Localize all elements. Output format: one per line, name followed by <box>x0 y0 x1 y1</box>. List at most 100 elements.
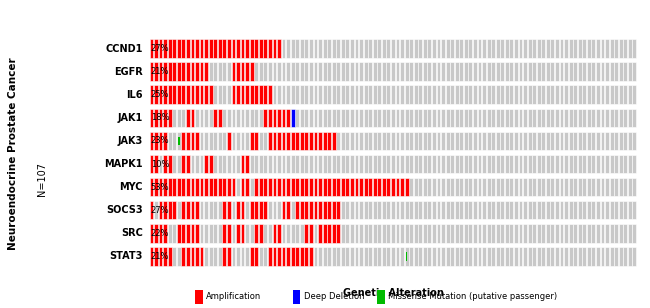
Bar <box>259 178 263 197</box>
Bar <box>336 178 340 197</box>
Bar <box>250 201 254 219</box>
Bar <box>222 247 226 265</box>
Bar <box>254 224 258 243</box>
Bar <box>154 85 158 104</box>
Bar <box>450 132 454 150</box>
Bar <box>318 224 322 243</box>
Bar <box>318 39 322 58</box>
Bar <box>322 85 326 104</box>
Bar <box>318 85 322 104</box>
Bar <box>341 132 344 150</box>
Bar <box>327 178 331 197</box>
Text: 21%: 21% <box>151 252 169 261</box>
Bar <box>510 85 514 104</box>
Bar <box>623 155 627 173</box>
Bar <box>209 39 213 58</box>
Bar <box>327 62 331 81</box>
Bar <box>200 247 203 265</box>
Bar <box>564 178 568 197</box>
Bar <box>482 85 486 104</box>
Bar <box>204 132 208 150</box>
Bar <box>322 132 326 150</box>
Bar <box>213 108 217 127</box>
Bar <box>177 62 181 81</box>
Bar <box>218 155 222 173</box>
Bar <box>555 108 559 127</box>
Bar <box>313 155 317 173</box>
Bar <box>582 108 586 127</box>
Bar <box>268 247 272 265</box>
Bar <box>541 62 545 81</box>
Bar <box>186 224 190 243</box>
Bar <box>437 62 441 81</box>
Bar <box>555 201 559 219</box>
Bar <box>592 155 595 173</box>
Bar <box>177 178 181 197</box>
Bar <box>532 108 536 127</box>
Bar <box>541 247 545 265</box>
Bar <box>332 85 335 104</box>
Bar <box>213 108 217 127</box>
Bar <box>400 155 404 173</box>
Bar <box>181 178 185 197</box>
Bar <box>245 201 249 219</box>
Bar <box>259 132 263 150</box>
Bar <box>610 62 614 81</box>
Bar <box>341 39 344 58</box>
Bar <box>406 252 408 261</box>
Bar <box>523 155 527 173</box>
Bar <box>177 108 181 127</box>
Bar <box>204 39 208 58</box>
Bar <box>532 39 536 58</box>
Bar <box>432 132 436 150</box>
Bar <box>318 178 322 197</box>
Bar <box>473 224 477 243</box>
Bar <box>163 85 167 104</box>
Bar <box>496 247 500 265</box>
Bar <box>396 132 399 150</box>
Bar <box>414 201 417 219</box>
Bar <box>254 85 258 104</box>
Bar <box>168 108 172 127</box>
Bar <box>159 108 162 127</box>
Bar <box>327 132 331 150</box>
Bar <box>532 85 536 104</box>
Bar <box>623 247 627 265</box>
Bar <box>419 201 422 219</box>
Bar <box>291 85 294 104</box>
Bar <box>396 247 399 265</box>
Bar <box>405 178 408 197</box>
Bar <box>623 62 627 81</box>
Bar <box>372 62 376 81</box>
Bar <box>541 155 545 173</box>
Bar <box>578 201 582 219</box>
Bar <box>277 155 281 173</box>
Bar <box>281 201 285 219</box>
Bar <box>368 85 372 104</box>
Bar <box>204 85 208 104</box>
Bar <box>505 224 509 243</box>
Bar <box>332 155 335 173</box>
Bar <box>159 39 162 58</box>
Bar <box>245 62 249 81</box>
Bar <box>432 39 436 58</box>
Bar <box>582 39 586 58</box>
Bar <box>478 108 482 127</box>
Bar <box>414 224 417 243</box>
Bar <box>304 108 308 127</box>
Bar <box>218 201 222 219</box>
Bar <box>423 132 427 150</box>
Bar <box>332 201 335 219</box>
Bar <box>322 62 326 81</box>
Bar <box>551 85 554 104</box>
Bar <box>368 178 372 197</box>
Bar <box>172 39 176 58</box>
Bar <box>190 85 194 104</box>
Bar <box>537 39 541 58</box>
Bar <box>528 178 532 197</box>
Bar <box>168 201 172 219</box>
Bar <box>464 155 468 173</box>
Bar <box>341 178 344 197</box>
Bar <box>491 201 495 219</box>
Bar <box>487 39 491 58</box>
